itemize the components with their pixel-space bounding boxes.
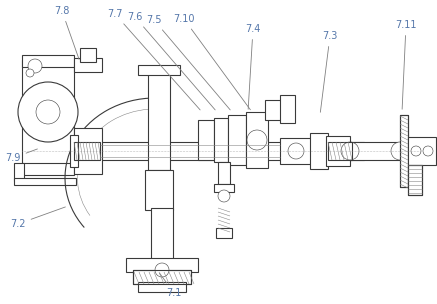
Text: 7.8: 7.8 xyxy=(54,6,79,59)
Circle shape xyxy=(218,190,230,202)
Text: 7.7: 7.7 xyxy=(107,9,200,110)
Text: 7.9: 7.9 xyxy=(5,149,38,163)
Bar xyxy=(198,120,214,160)
Bar xyxy=(408,165,422,195)
Text: 7.2: 7.2 xyxy=(10,207,66,229)
Circle shape xyxy=(411,146,421,156)
Circle shape xyxy=(155,263,169,277)
Bar xyxy=(408,165,422,195)
Bar xyxy=(74,142,364,160)
Bar xyxy=(126,258,198,272)
Bar xyxy=(22,55,74,67)
Bar xyxy=(265,100,283,120)
Circle shape xyxy=(18,82,78,142)
Circle shape xyxy=(288,143,304,159)
Bar xyxy=(133,270,191,284)
Text: 7.4: 7.4 xyxy=(245,24,261,109)
Bar xyxy=(214,118,228,162)
Circle shape xyxy=(423,146,433,156)
Bar xyxy=(280,95,295,123)
Bar xyxy=(218,162,230,184)
Circle shape xyxy=(341,142,359,160)
Text: 7.1: 7.1 xyxy=(160,273,182,298)
Bar xyxy=(326,136,350,166)
Bar xyxy=(70,135,78,167)
Circle shape xyxy=(247,130,267,150)
Bar xyxy=(22,60,74,165)
Bar xyxy=(133,270,191,284)
Text: 7.3: 7.3 xyxy=(320,31,338,112)
Bar xyxy=(74,142,100,160)
Text: 7.11: 7.11 xyxy=(395,20,417,109)
Bar xyxy=(151,208,173,260)
Bar xyxy=(400,115,408,187)
Bar xyxy=(214,184,234,192)
Bar xyxy=(74,58,102,72)
Circle shape xyxy=(36,100,60,124)
Text: 7.5: 7.5 xyxy=(146,15,230,110)
Circle shape xyxy=(26,69,34,77)
Bar xyxy=(228,115,246,165)
Text: 7.10: 7.10 xyxy=(173,14,250,110)
Bar xyxy=(148,70,170,170)
Bar xyxy=(216,228,232,238)
Bar xyxy=(246,112,268,168)
Bar xyxy=(350,142,400,160)
Circle shape xyxy=(391,142,409,160)
Bar xyxy=(400,115,408,187)
Bar xyxy=(408,137,436,165)
Bar xyxy=(14,178,76,185)
Bar xyxy=(80,48,96,62)
Circle shape xyxy=(28,59,42,73)
Bar xyxy=(74,128,102,174)
Text: 7.6: 7.6 xyxy=(127,12,215,110)
Bar xyxy=(22,163,74,175)
Bar xyxy=(310,133,328,169)
Bar xyxy=(145,170,173,210)
Bar xyxy=(138,65,180,75)
Bar xyxy=(328,142,352,160)
Bar xyxy=(138,282,186,292)
Bar xyxy=(280,138,312,164)
Bar xyxy=(14,163,24,181)
